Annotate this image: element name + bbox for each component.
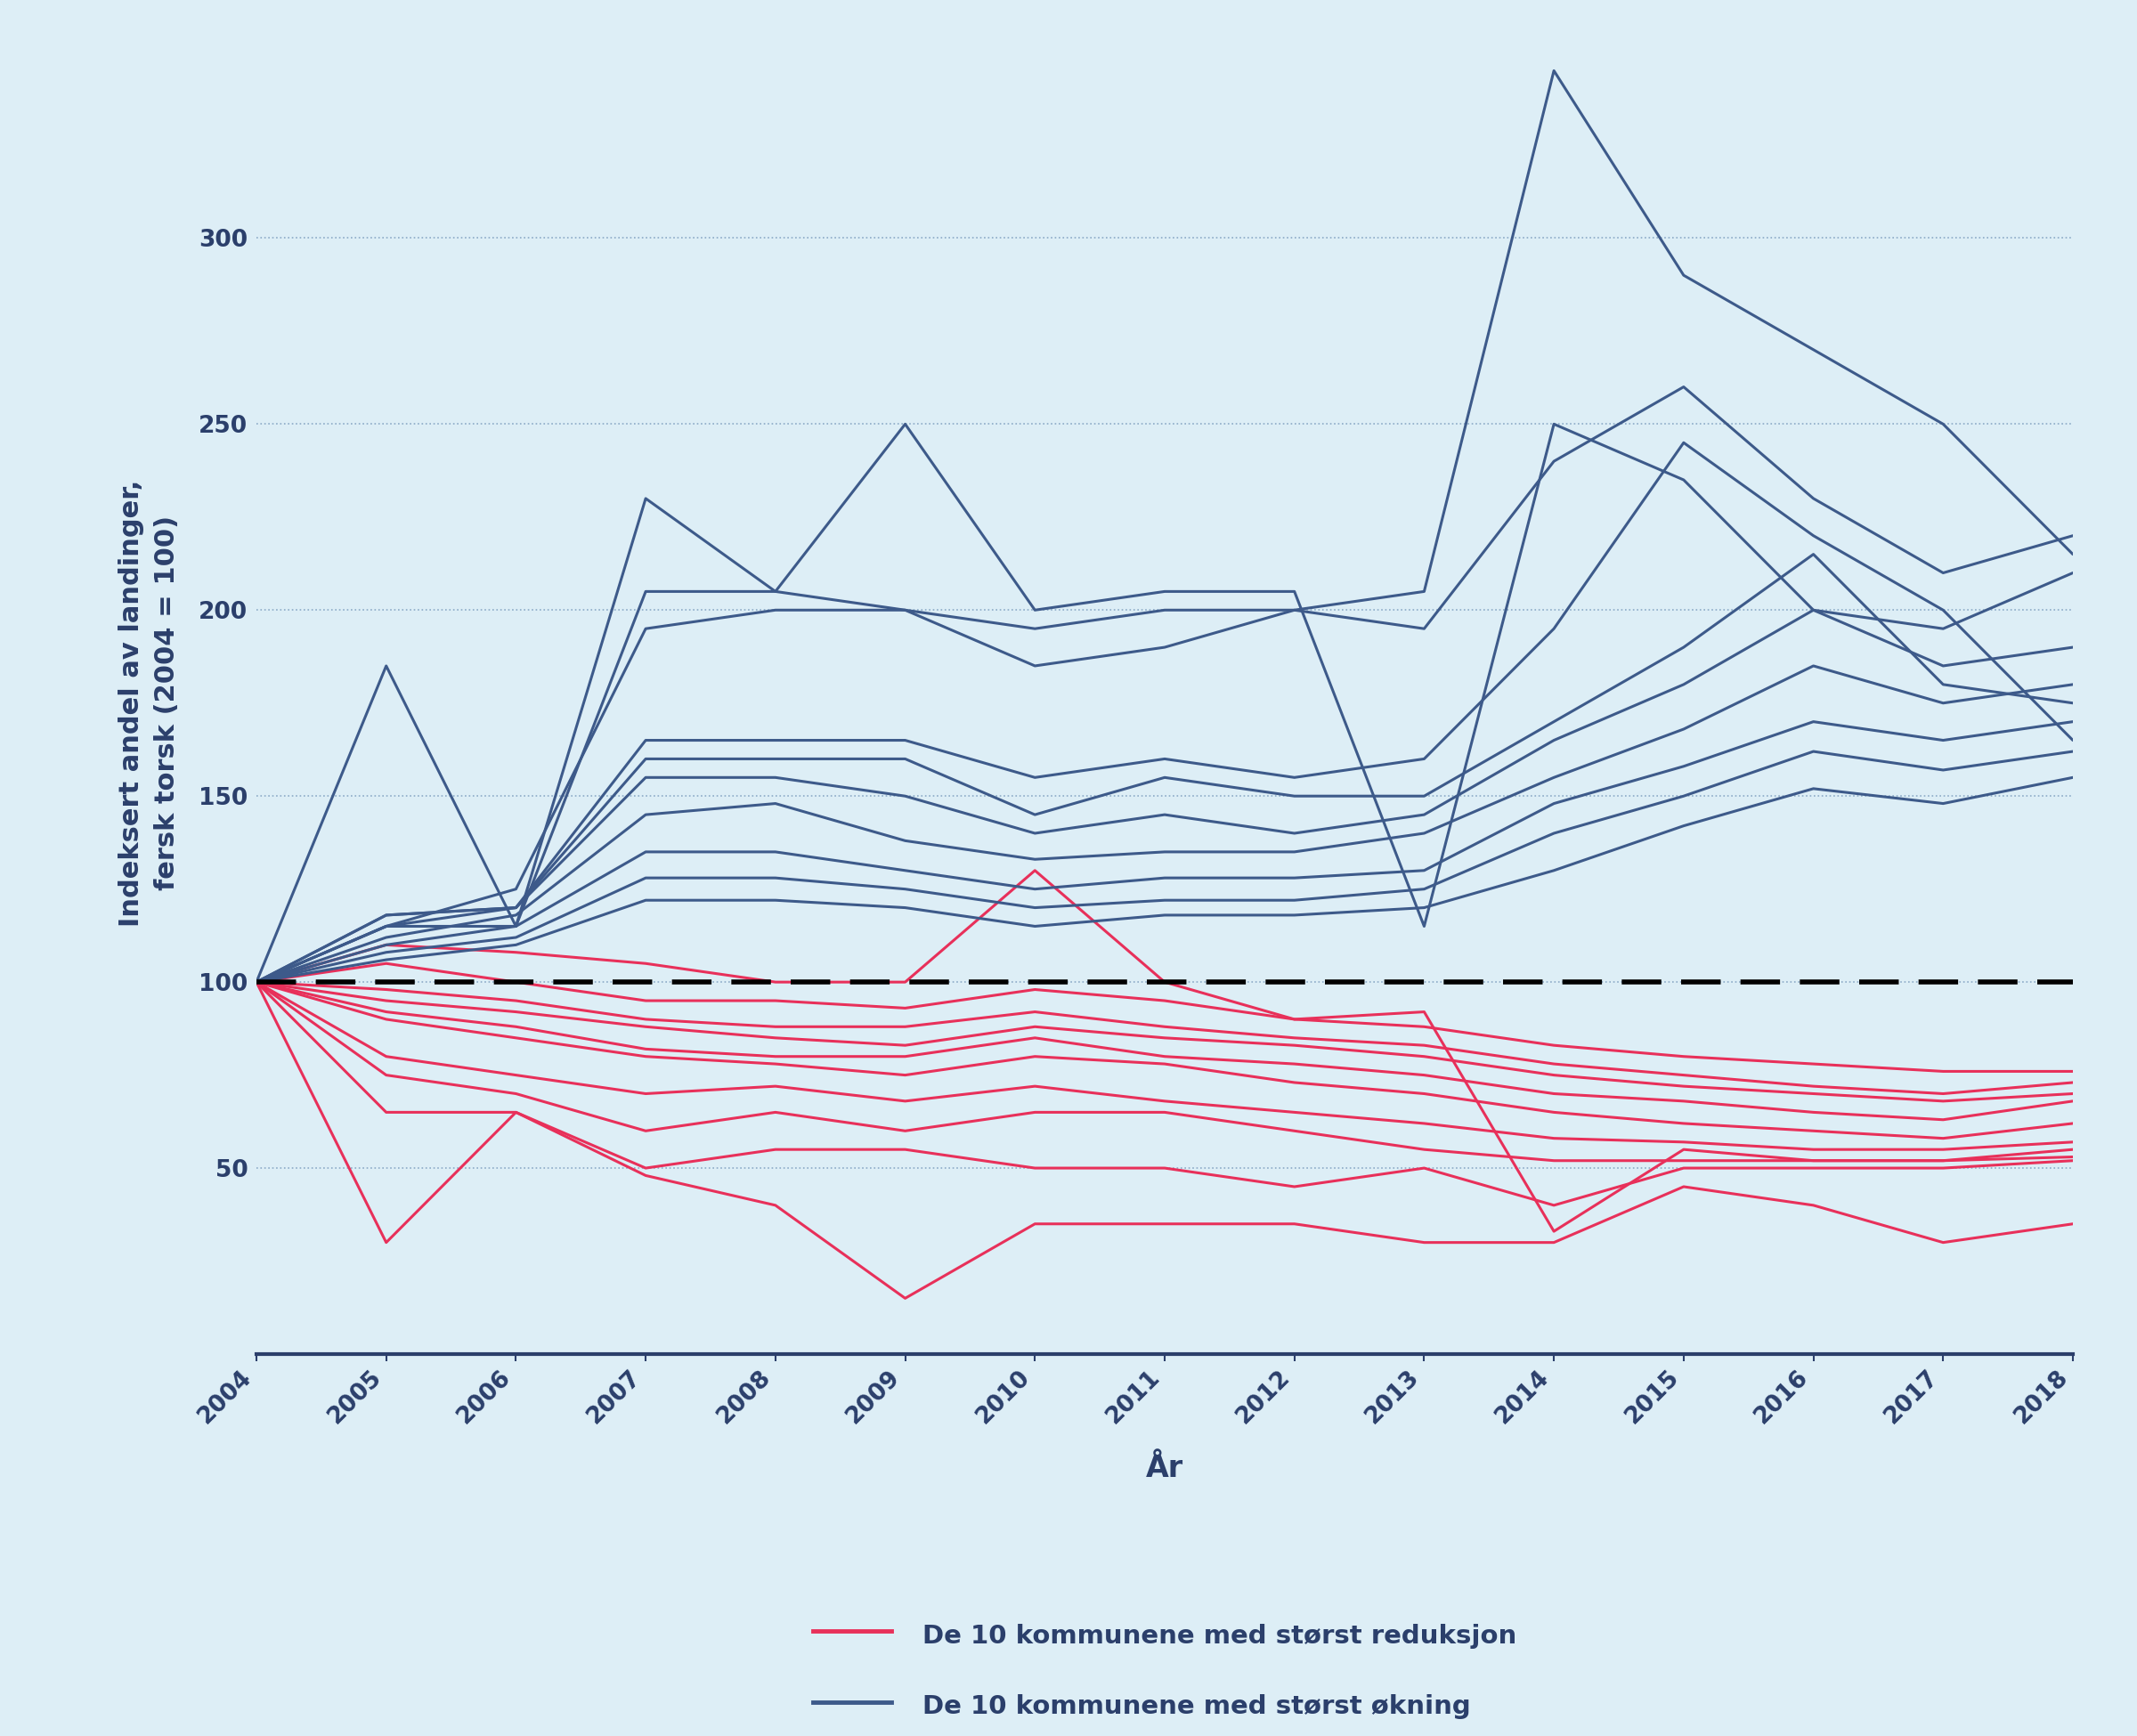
Y-axis label: Indeksert andel av landinger,
fersk torsk (2004 = 100): Indeksert andel av landinger, fersk tors… [118,479,180,927]
Legend: De 10 kommunene med størst reduksjon, De 10 kommunene med størst økning: De 10 kommunene med størst reduksjon, De… [804,1609,1526,1733]
X-axis label: År: År [1145,1453,1184,1483]
